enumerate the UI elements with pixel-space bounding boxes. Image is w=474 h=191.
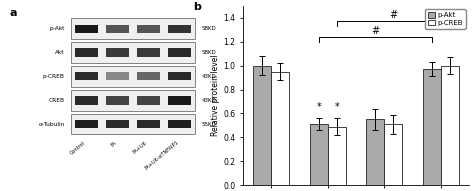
Bar [106,72,129,80]
Text: 43KD: 43KD [201,74,216,79]
Y-axis label: Relative protein level: Relative protein level [211,55,220,136]
Text: *: * [316,102,321,112]
Bar [253,66,271,185]
Text: CREB: CREB [48,98,64,103]
Text: b: b [193,2,201,12]
Text: Akt: Akt [55,50,64,55]
Text: 58KD: 58KD [201,50,216,55]
Bar [441,66,459,185]
Bar [137,120,160,129]
Text: p-Akt: p-Akt [49,26,64,31]
Bar [384,124,402,185]
Bar [75,72,98,80]
Bar [106,96,129,105]
Bar [75,48,98,57]
Text: 58KD: 58KD [201,26,216,31]
Legend: p-Akt, p-CREB: p-Akt, p-CREB [425,9,466,29]
Bar [71,18,195,39]
Bar [137,72,160,80]
Text: 55KD: 55KD [201,122,216,127]
Bar [137,25,160,32]
Bar [328,127,346,185]
Bar [71,114,195,134]
Bar [137,48,160,57]
Bar [71,90,195,111]
Bar [75,25,98,32]
Bar [106,120,129,129]
Bar [168,25,191,32]
Text: #: # [389,10,397,20]
Text: #: # [371,26,379,36]
Text: FA+U6: FA+U6 [132,140,148,155]
Bar [310,124,328,185]
Bar [106,25,129,32]
Bar [75,96,98,105]
Bar [106,48,129,57]
Bar [75,120,98,129]
Bar [137,96,160,105]
Text: Control: Control [69,140,86,155]
Text: FA+U6-siTNFAIP1: FA+U6-siTNFAIP1 [144,140,180,171]
Bar [168,72,191,80]
Bar [168,48,191,57]
Bar [71,42,195,63]
Bar [168,120,191,129]
Text: p-CREB: p-CREB [43,74,64,79]
Bar [423,69,441,185]
Bar [71,66,195,87]
Text: *: * [335,102,339,112]
Bar [168,96,191,105]
Bar [366,119,384,185]
Text: 43KD: 43KD [201,98,216,103]
Text: FA: FA [110,140,118,147]
Text: α-Tubulin: α-Tubulin [38,122,64,127]
Text: a: a [9,7,17,18]
Bar [271,72,289,185]
